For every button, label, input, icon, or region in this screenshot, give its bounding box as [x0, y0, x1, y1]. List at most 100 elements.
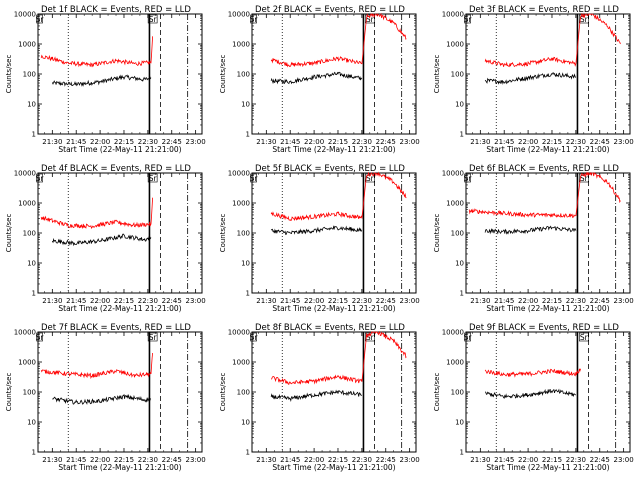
panel-6: Det 6f BLACK = Events, RED = LLD Counts/s… — [433, 164, 634, 313]
y-tick-label: 1 — [460, 290, 464, 298]
y-tick-label: 10 — [455, 101, 464, 109]
x-tick-label: 21:30 — [256, 138, 276, 146]
x-tick-label: 21:45 — [280, 456, 300, 464]
marker-box — [36, 332, 43, 342]
series-line-events — [51, 233, 152, 247]
x-tick-label: 22:00 — [518, 138, 538, 146]
x-tick-label: 22:00 — [90, 138, 110, 146]
x-tick-label: 22:45 — [590, 138, 610, 146]
y-tick-label: 1000 — [232, 41, 250, 49]
x-tick-label: 21:45 — [66, 297, 86, 305]
y-tick-label: 10000 — [228, 11, 250, 19]
y-axis-label: Counts/sec — [5, 373, 13, 412]
x-tick-label: 22:30 — [566, 138, 586, 146]
y-axis-label: Counts/sec — [433, 55, 441, 94]
x-tick-label: 21:45 — [66, 138, 86, 146]
marker-box — [147, 14, 158, 24]
marker-box — [250, 332, 257, 342]
x-tick-label: 21:45 — [494, 297, 514, 305]
x-tick-label: 22:00 — [304, 138, 324, 146]
y-tick-label: 1 — [246, 131, 250, 139]
y-axis-label: Counts/sec — [219, 55, 227, 94]
x-tick-label: 22:00 — [304, 456, 324, 464]
marker-label: Sr — [250, 174, 259, 183]
x-axis-label: Start Time (22-May-11 21:21:00) — [486, 304, 609, 313]
y-tick-label: 10000 — [442, 170, 464, 178]
y-axis-label: Counts/sec — [433, 373, 441, 412]
x-tick-label: 21:45 — [66, 456, 86, 464]
series-line-events — [484, 72, 577, 85]
x-tick-label: 22:45 — [162, 138, 182, 146]
y-tick-label: 1 — [32, 131, 36, 139]
plot-frame — [37, 331, 203, 453]
y-tick-label: 100 — [451, 71, 464, 79]
y-tick-label: 100 — [237, 230, 250, 238]
y-tick-label: 100 — [23, 71, 36, 79]
marker-box — [250, 173, 257, 183]
y-tick-label: 1000 — [232, 200, 250, 208]
x-tick-label: 23:00 — [186, 456, 206, 464]
marker-label: Sr — [464, 15, 473, 24]
x-tick-label: 21:45 — [494, 138, 514, 146]
panel-2: Det 2f BLACK = Events, RED = LLD Counts/s… — [219, 5, 420, 154]
series-line-lld — [270, 12, 407, 68]
series-line-lld — [270, 171, 407, 222]
y-tick-label: 10 — [455, 260, 464, 268]
x-tick-label: 22:15 — [114, 138, 134, 146]
x-tick-label: 22:15 — [114, 297, 134, 305]
series-line-events — [52, 393, 152, 405]
series-line-lld — [468, 171, 621, 219]
series-line-lld — [484, 368, 581, 378]
y-tick-label: 100 — [23, 230, 36, 238]
plot-frame — [37, 13, 203, 135]
x-tick-label: 22:15 — [328, 138, 348, 146]
marker-label: Sr — [250, 15, 259, 24]
x-tick-label: 22:30 — [352, 297, 372, 305]
x-tick-label: 21:30 — [42, 297, 62, 305]
x-tick-label: 22:00 — [90, 456, 110, 464]
y-tick-label: 1000 — [18, 200, 36, 208]
series-line-events — [484, 225, 577, 235]
y-tick-label: 10000 — [14, 329, 36, 337]
x-tick-label: 22:00 — [518, 297, 538, 305]
x-tick-label: 22:30 — [352, 456, 372, 464]
x-tick-label: 23:00 — [400, 456, 420, 464]
marker-box — [147, 332, 158, 342]
marker-label: Sr — [36, 15, 45, 24]
plot-frame — [465, 172, 631, 294]
y-tick-label: 1000 — [232, 359, 250, 367]
x-axis-label: Start Time (22-May-11 21:21:00) — [58, 145, 181, 154]
marker-label: Sr — [366, 174, 375, 183]
marker-box — [464, 173, 471, 183]
x-tick-label: 22:30 — [138, 297, 158, 305]
x-tick-label: 22:45 — [376, 456, 396, 464]
marker-box — [147, 173, 158, 183]
y-tick-label: 1 — [32, 290, 36, 298]
y-tick-label: 10000 — [14, 170, 36, 178]
x-tick-label: 22:15 — [542, 138, 562, 146]
y-tick-label: 100 — [237, 389, 250, 397]
marker-label: Sr — [250, 333, 259, 342]
y-tick-label: 1 — [32, 449, 36, 457]
marker-label: Sr — [366, 15, 375, 24]
marker-label: Sr — [149, 333, 158, 342]
marker-label: Sr — [36, 333, 45, 342]
panel-title: Det 3f BLACK = Events, RED = LLD — [469, 5, 619, 15]
y-tick-label: 100 — [237, 71, 250, 79]
series-line-events — [51, 74, 152, 87]
y-tick-label: 10000 — [14, 11, 36, 19]
y-tick-label: 10 — [455, 419, 464, 427]
x-tick-label: 21:30 — [42, 138, 62, 146]
x-axis-label: Start Time (22-May-11 21:21:00) — [272, 463, 395, 472]
plot-frame — [37, 172, 203, 294]
panel-title: Det 5f BLACK = Events, RED = LLD — [255, 164, 405, 174]
series-line-events — [270, 225, 363, 236]
x-tick-label: 22:45 — [376, 138, 396, 146]
y-tick-label: 100 — [23, 389, 36, 397]
marker-box — [250, 14, 257, 24]
y-axis-label: Counts/sec — [5, 214, 13, 253]
panel-title: Det 2f BLACK = Events, RED = LLD — [255, 5, 405, 15]
series-line-events — [270, 71, 363, 85]
panel-9: Det 9f BLACK = Events, RED = LLD Counts/s… — [433, 323, 634, 472]
panel-8: Det 8f BLACK = Events, RED = LLD Counts/s… — [219, 323, 420, 472]
